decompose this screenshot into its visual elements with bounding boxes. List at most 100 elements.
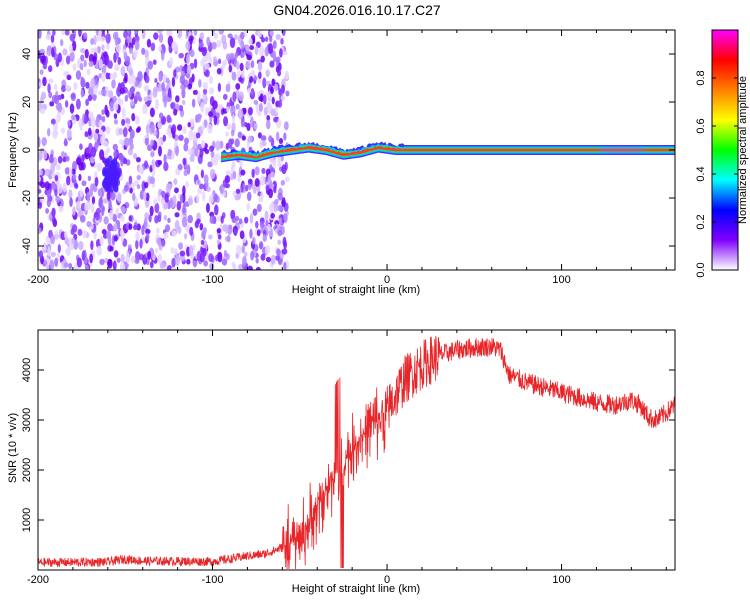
noise-speck [157,159,163,166]
noise-speck [131,112,136,122]
noise-speck [181,88,186,99]
noise-speck [134,30,139,34]
x-tick-label: -200 [27,574,49,586]
noise-speck [50,34,55,43]
colorbar-bar [711,29,739,271]
noise-speck [200,58,206,67]
noise-speck [54,257,59,268]
y-tick-label: 40 [21,48,33,60]
noise-speck [240,40,245,50]
noise-speck [66,128,72,139]
noise-speck [224,224,229,234]
noise-speck [170,127,175,135]
noise-speck [138,165,144,174]
noise-speck [275,255,280,261]
noise-speck [157,214,162,223]
noise-speck [151,159,155,170]
noise-speck [214,204,219,216]
noise-speck [178,52,184,59]
noise-speck [112,213,118,223]
noise-speck [113,150,118,158]
noise-speck [163,203,169,210]
noise-speck [147,89,151,96]
noise-speck [105,168,111,177]
noise-speck [271,96,275,105]
noise-speck [106,230,112,240]
noise-speck [96,46,101,54]
y-tick-label: 0 [21,147,33,153]
noise-speck [226,123,232,130]
noise-speck [41,137,47,147]
noise-speck [208,234,213,240]
noise-speck [196,113,203,119]
noise-speck [239,158,243,168]
noise-speck [213,193,218,202]
noise-speck [179,255,186,262]
noise-speck [245,45,250,52]
noise-speck [255,266,261,270]
noise-speck [201,140,206,149]
noise-speck [274,220,280,226]
noise-speck [157,82,163,92]
noise-speck [241,135,247,141]
noise-speck [232,91,237,102]
noise-speck [219,30,223,34]
noise-speck [42,76,47,87]
noise-speck [71,237,75,245]
noise-speck [105,179,111,188]
noise-speck [169,197,174,207]
noise-speck [157,145,163,157]
noise-speck [128,215,132,222]
noise-speck [265,184,270,191]
noise-speck [163,153,167,164]
noise-speck [196,218,201,224]
noise-speck [223,116,229,127]
noise-speck [263,94,267,105]
noise-speck [179,250,186,257]
noise-speck [112,158,118,167]
noise-speck [228,138,233,149]
noise-speck [93,47,98,53]
noise-speck [134,79,139,88]
noise-speck [249,45,255,51]
noise-speck [39,69,44,76]
noise-speck [80,78,86,88]
noise-speck [180,84,185,90]
noise-speck [184,79,189,88]
noise-speck [89,253,93,264]
noise-speck [68,189,73,200]
y-tick-label: 20 [21,96,33,108]
noise-speck [138,96,143,102]
noise-speck [260,175,266,186]
noise-speck [171,257,176,268]
noise-speck [113,178,119,187]
noise-speck [39,81,43,88]
noise-speck [134,40,140,51]
noise-speck [259,240,264,250]
noise-speck [120,253,125,263]
noise-speck [219,103,224,110]
noise-speck [64,137,68,147]
noise-speck [277,239,282,245]
noise-speck [128,175,133,185]
noise-speck [53,83,58,91]
noise-speck [43,260,48,266]
noise-speck [152,59,157,65]
noise-speck [179,194,184,204]
noise-speck [212,56,217,62]
noise-speck [234,138,240,148]
noise-speck [166,127,172,136]
noise-speck [90,183,96,191]
noise-speck [78,240,84,251]
noise-speck [127,244,132,250]
noise-speck [235,61,240,70]
noise-speck [97,188,102,197]
noise-speck [112,143,118,151]
noise-speck [282,236,287,247]
noise-speck [242,256,247,267]
noise-speck [187,214,193,224]
noise-speck [250,60,255,69]
noise-speck [240,182,244,193]
colorbar-tick-label: 0.2 [695,214,707,229]
noise-speck [146,38,152,48]
